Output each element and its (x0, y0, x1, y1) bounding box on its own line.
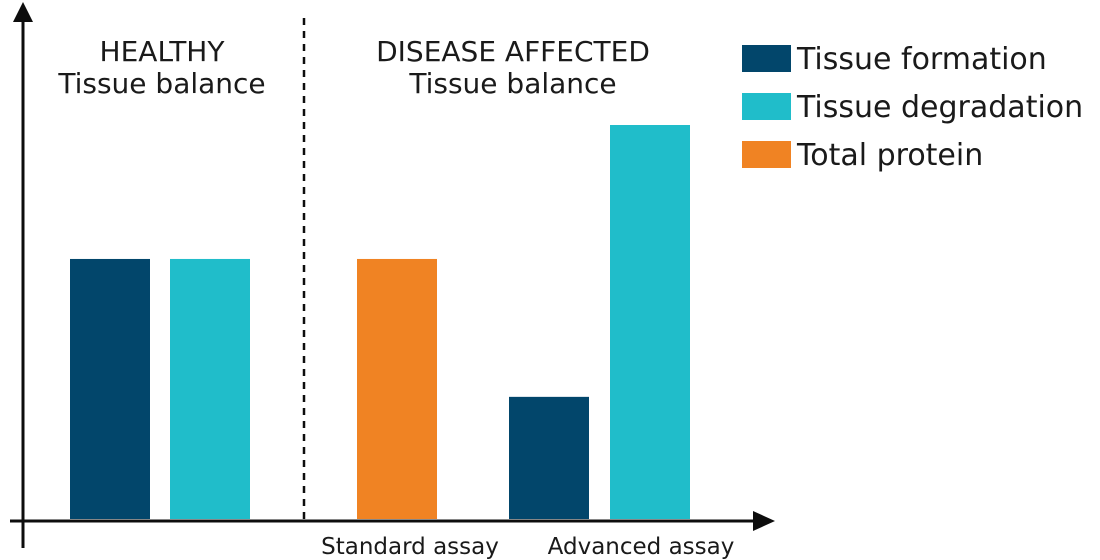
bar-healthy-tissue-degradation (170, 258, 250, 519)
legend-label-tissue-degradation: Tissue degradation (796, 90, 1083, 125)
legend: Tissue formation Tissue degradation Tota… (742, 42, 1083, 173)
bar-standard-assay-total-protein (357, 258, 437, 519)
axes (10, 2, 775, 548)
y-axis-arrow (13, 2, 33, 22)
panel-title-disease-line1: DISEASE AFFECTED (376, 35, 650, 68)
legend-item-total-protein: Total protein (742, 138, 983, 173)
bar-advanced-assay-tissue-degradation (610, 125, 690, 519)
bars-group (70, 125, 690, 519)
panel-title-healthy-line2: Tissue balance (57, 67, 265, 100)
legend-label-tissue-formation: Tissue formation (796, 42, 1047, 77)
x-tick-label-advanced-assay: Advanced assay (548, 534, 735, 560)
panel-title-healthy-line1: HEALTHY (100, 35, 226, 68)
legend-swatch-total-protein (742, 141, 791, 168)
x-axis-arrow (753, 511, 775, 531)
bar-healthy-tissue-formation (70, 258, 150, 519)
bar-advanced-assay-tissue-formation (509, 396, 589, 519)
x-tick-label-standard-assay: Standard assay (321, 534, 499, 560)
panel-title-healthy: HEALTHY Tissue balance (57, 35, 265, 100)
panel-title-disease-line2: Tissue balance (408, 67, 616, 100)
legend-item-tissue-degradation: Tissue degradation (742, 90, 1083, 125)
legend-item-tissue-formation: Tissue formation (742, 42, 1047, 77)
panel-title-disease: DISEASE AFFECTED Tissue balance (376, 35, 650, 100)
legend-swatch-tissue-degradation (742, 93, 791, 120)
legend-swatch-tissue-formation (742, 45, 791, 72)
legend-label-total-protein: Total protein (796, 138, 983, 173)
